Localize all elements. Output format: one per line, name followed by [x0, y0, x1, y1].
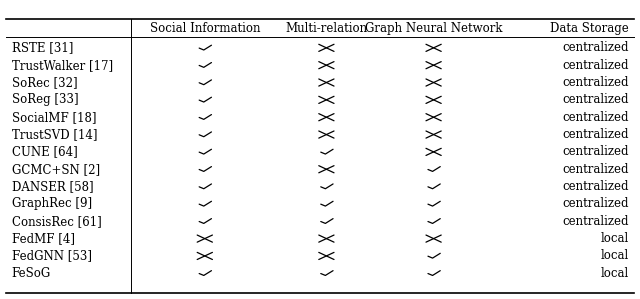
Text: centralized: centralized — [562, 180, 628, 193]
Text: Multi-relation: Multi-relation — [285, 22, 367, 35]
Text: GCMC+SN [2]: GCMC+SN [2] — [12, 163, 100, 176]
Text: TrustSVD [14]: TrustSVD [14] — [12, 128, 97, 141]
Text: local: local — [600, 267, 628, 280]
Text: FedMF [4]: FedMF [4] — [12, 232, 74, 245]
Text: SoRec [32]: SoRec [32] — [12, 76, 77, 89]
Text: centralized: centralized — [562, 41, 628, 54]
Text: ConsisRec [61]: ConsisRec [61] — [12, 215, 101, 228]
Text: centralized: centralized — [562, 93, 628, 106]
Text: Data Storage: Data Storage — [550, 22, 628, 35]
Text: Social Information: Social Information — [150, 22, 260, 35]
Text: centralized: centralized — [562, 128, 628, 141]
Text: centralized: centralized — [562, 76, 628, 89]
Text: SoReg [33]: SoReg [33] — [12, 93, 78, 106]
Text: centralized: centralized — [562, 59, 628, 72]
Text: GraphRec [9]: GraphRec [9] — [12, 197, 92, 210]
Text: centralized: centralized — [562, 197, 628, 210]
Text: centralized: centralized — [562, 163, 628, 176]
Text: local: local — [600, 232, 628, 245]
Text: RSTE [31]: RSTE [31] — [12, 41, 73, 54]
Text: centralized: centralized — [562, 215, 628, 228]
Text: DANSER [58]: DANSER [58] — [12, 180, 93, 193]
Text: CUNE [64]: CUNE [64] — [12, 145, 77, 158]
Text: FeSoG: FeSoG — [12, 267, 51, 280]
Text: local: local — [600, 249, 628, 263]
Text: TrustWalker [17]: TrustWalker [17] — [12, 59, 113, 72]
Text: centralized: centralized — [562, 145, 628, 158]
Text: centralized: centralized — [562, 111, 628, 124]
Text: SocialMF [18]: SocialMF [18] — [12, 111, 96, 124]
Text: Graph Neural Network: Graph Neural Network — [365, 22, 502, 35]
Text: FedGNN [53]: FedGNN [53] — [12, 249, 92, 263]
